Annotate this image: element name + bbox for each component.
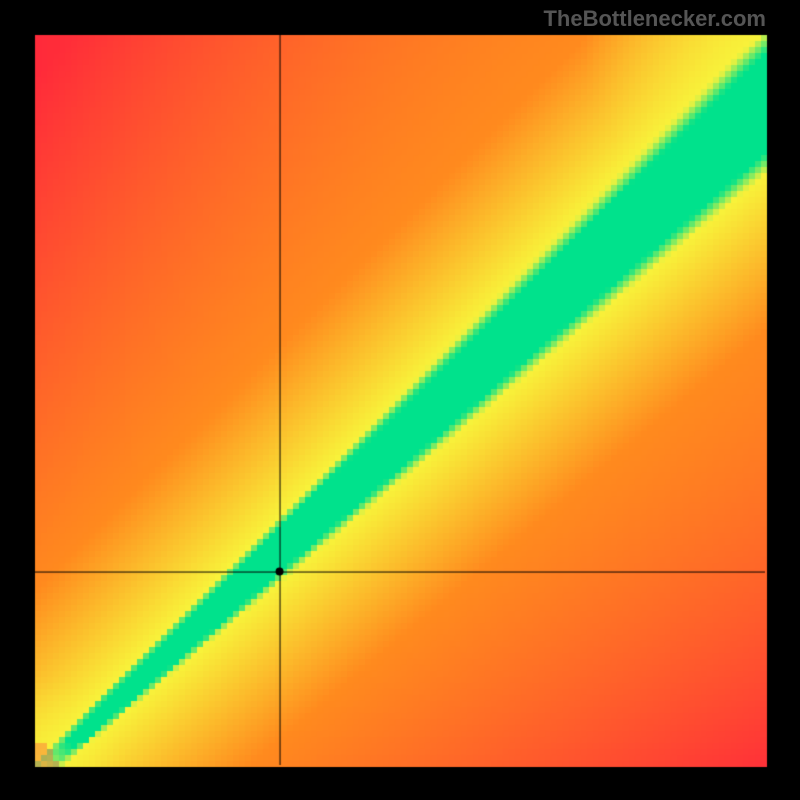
bottleneck-heatmap [0,0,800,800]
chart-container: { "chart": { "type": "heatmap", "outer_s… [0,0,800,800]
watermark-text: TheBottlenecker.com [543,6,766,32]
